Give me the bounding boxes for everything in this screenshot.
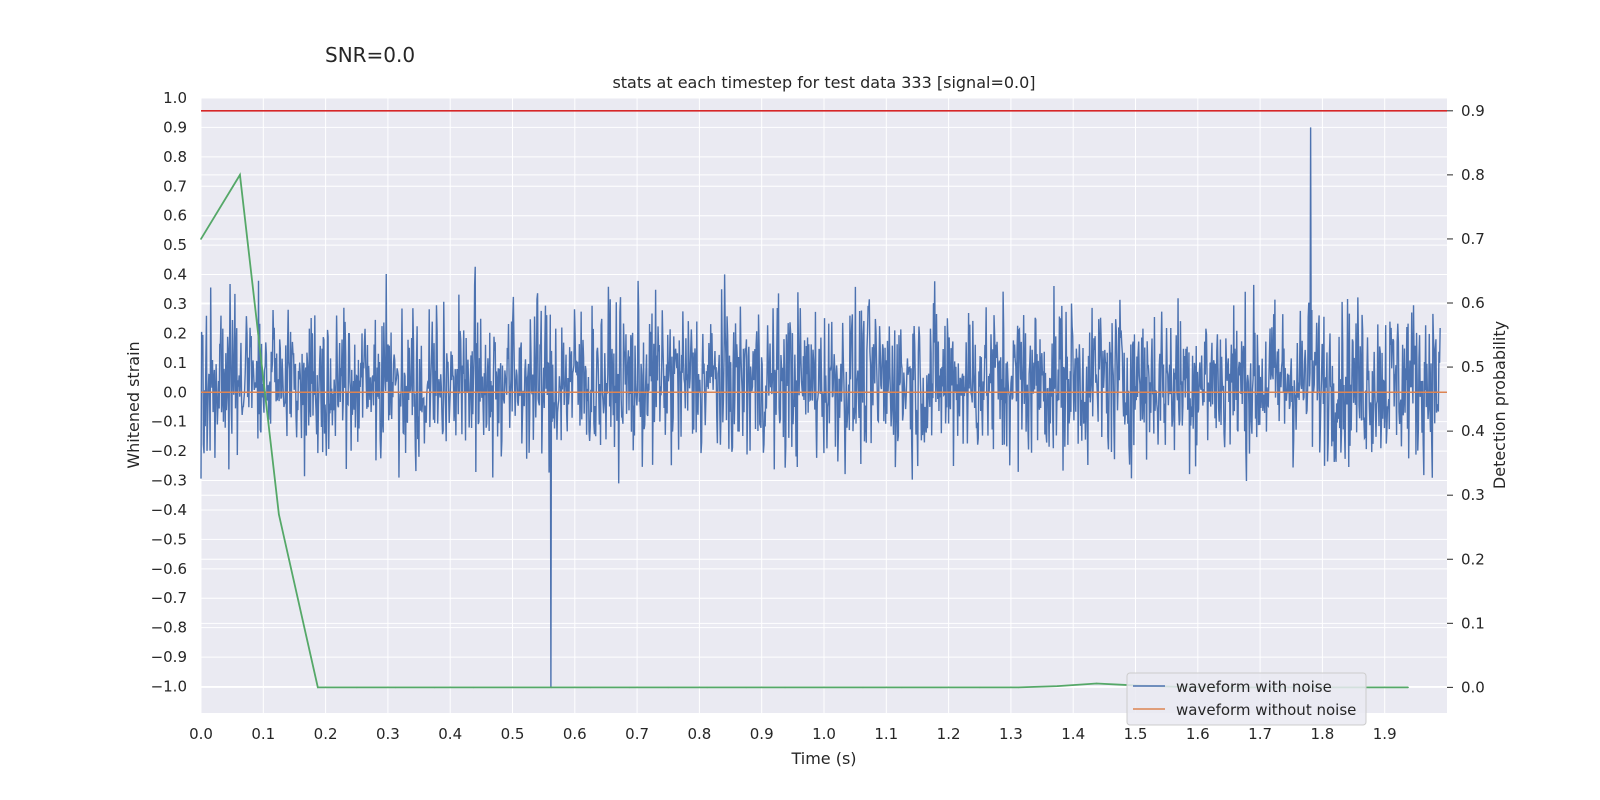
y-tick-label: −0.6 [151,560,187,578]
detection-probability-point [862,686,864,689]
x-axis-label: Time (s) [790,749,856,768]
y-tick-label: −1.0 [151,678,187,696]
y2-tick-label: 0.1 [1461,614,1485,632]
y2-tick-label: 0.9 [1461,102,1485,120]
x-tick-labels: 0.0 0.1 0.2 0.3 0.4 0.5 0.6 0.7 0.8 0.9 1.0 1.1 1.2 1… [189,725,1397,743]
detection-probability-point [901,686,903,689]
y-tick-label: −0.9 [151,648,187,666]
y-tick-label: −0.8 [151,619,187,637]
x-tick-label: 1.6 [1186,725,1210,743]
detection-probability-point [472,686,475,689]
y-tick-label: 1.0 [163,89,187,107]
y2-tick-label: 0.6 [1461,294,1485,312]
detection-probability-point [278,513,280,516]
y-tick-label: 0.1 [163,354,187,372]
y-tick-label: 0.2 [163,324,187,342]
x-tick-label: 1.7 [1248,725,1272,743]
suptitle: SNR=0.0 [325,43,415,67]
x-tick-label: 0.0 [189,725,213,743]
y-tick-label: 0.4 [163,266,187,284]
detection-probability-point [433,686,436,689]
x-tick-label: 0.8 [687,725,711,743]
detection-probability-point [745,686,747,689]
x-tick-label: 0.4 [438,725,462,743]
legend-box [1126,672,1367,726]
series-layer [200,110,1447,689]
y2-tick-label: 0.4 [1461,422,1485,440]
chart-title: stats at each timestep for test data 333… [612,73,1035,92]
detection-probability-point [317,686,319,689]
y-tick-label: −0.4 [151,501,187,519]
detection-probability-point [589,686,592,689]
y-tick-label: −0.1 [151,413,187,431]
y-axis-label: Whitened strain [124,341,143,468]
y2-tick-label: 0.5 [1461,358,1485,376]
detection-probability-point [1368,686,1370,689]
y-tick-label: 0.9 [163,118,187,136]
x-tick-label: 0.9 [750,725,774,743]
y-tick-label: 0.5 [163,236,187,254]
detection-probability-point [940,686,942,689]
detection-probability-point [667,686,670,689]
x-tick-label: 1.2 [937,725,961,743]
x-tick-label: 1.5 [1124,725,1148,743]
detection-probability-point [706,686,708,689]
legend-label-clean: waveform without noise [1176,701,1356,719]
y-tick-label: 0.7 [163,177,187,195]
detection-probability-point [978,686,981,689]
x-tick-label: 1.0 [812,725,836,743]
detection-probability-point [784,686,786,689]
detection-probability-point [550,686,553,689]
detection-probability-point [1056,685,1059,687]
y2-tick-label: 0.7 [1461,230,1485,248]
legend: waveform with noise waveform without noi… [1126,672,1367,726]
x-tick-label: 1.4 [1061,725,1085,743]
x-tick-label: 1.1 [874,725,898,743]
y2-tick-label: 0.3 [1461,486,1485,504]
x-tick-label: 1.9 [1373,725,1397,743]
y-tick-label: −0.3 [151,472,187,490]
y2-tick-label: 0.2 [1461,550,1485,568]
x-tick-label: 0.6 [563,725,587,743]
detection-probability-point [1407,686,1409,689]
detection-probability-point [394,686,397,689]
y-tick-label: −0.5 [151,530,187,548]
x-tick-label: 0.7 [625,725,649,743]
y-tick-label: −0.2 [151,442,187,460]
y-tick-label: 0.0 [163,383,187,401]
detection-probability-point [823,686,825,689]
x-tick-label: 0.1 [251,725,275,743]
detection-probability-point [511,686,514,689]
detection-probability-point [355,686,358,689]
x-tick-label: 1.3 [999,725,1023,743]
x-tick-label: 0.3 [376,725,400,743]
legend-label-noise: waveform with noise [1176,678,1332,696]
y-tick-label: 0.3 [163,295,187,313]
x-tick-label: 0.2 [314,725,338,743]
y-tick-label: 0.8 [163,148,187,166]
detection-probability-point [1017,686,1020,689]
detection-probability-point [239,174,241,176]
y-tick-label: 0.6 [163,207,187,225]
detection-probability-point [1095,682,1098,685]
y2-tick-labels: 0.9 0.8 0.7 0.6 0.5 0.4 0.3 0.2 0.1 0.0 [1447,102,1485,696]
y-tick-label: −0.7 [151,589,187,607]
x-tick-label: 1.8 [1310,725,1334,743]
y2-tick-label: 0.8 [1461,166,1485,184]
detection-probability-point [628,686,631,689]
detection-probability-point [200,238,202,240]
y2-tick-label: 0.0 [1461,678,1485,696]
series-waveform-with-noise [200,127,1441,687]
y-tick-labels: 1.0 0.9 0.8 0.7 0.6 0.5 0.4 0.3 0.2 0.1 0.0 −0.1 −0.… [151,89,187,696]
y2-axis-label: Detection probability [1490,321,1509,489]
x-tick-label: 0.5 [501,725,525,743]
